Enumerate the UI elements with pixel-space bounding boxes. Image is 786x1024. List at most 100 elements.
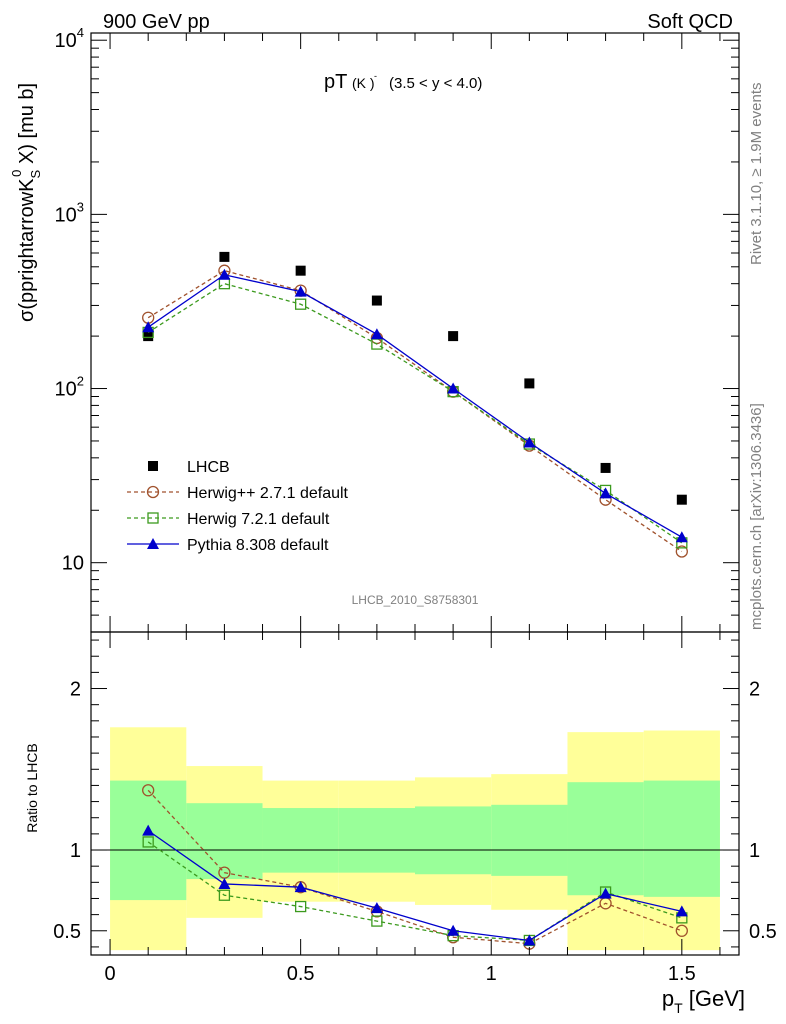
band-inner-bin	[643, 780, 720, 897]
mcplots-label: mcplots.cern.ch [arXiv:1306.3436]	[748, 403, 765, 630]
ratio-line	[147, 841, 683, 942]
data-point	[294, 285, 307, 297]
ratio-line	[147, 789, 683, 945]
series-line	[147, 269, 683, 553]
xlabel-unit: [GeV]	[683, 986, 745, 1011]
series-lhcb	[143, 251, 687, 505]
xlabel-sub: T	[674, 1000, 683, 1016]
band-inner-bin	[415, 806, 492, 875]
data-point	[142, 321, 155, 333]
data-point	[294, 298, 307, 310]
ratio-plot	[142, 784, 688, 950]
xaxis-label: pT [GeV]	[662, 986, 745, 1016]
data-point	[218, 889, 231, 901]
ratio-y-tick-label-left: 2	[70, 679, 81, 701]
analysis-watermark: LHCB_2010_S8758301	[352, 593, 479, 607]
series-line	[147, 274, 683, 538]
data-point	[447, 382, 460, 394]
series-line	[147, 282, 683, 544]
legend-label: LHCB	[187, 459, 230, 476]
band-inner-bin	[338, 808, 415, 873]
data-point	[218, 877, 231, 889]
ylabel-sup: 0	[9, 170, 24, 177]
data-point	[523, 934, 536, 946]
header-left: 900 GeV pp	[103, 11, 210, 33]
band-inner-bin	[110, 780, 187, 901]
data-point	[219, 251, 230, 262]
main-plot	[142, 251, 688, 558]
main-y-tick-label: 10	[62, 553, 84, 575]
data-point	[675, 905, 688, 917]
header-right: Soft QCD	[647, 11, 733, 33]
title-particle: (K )	[352, 75, 375, 91]
data-point	[371, 295, 382, 306]
ylabel-pre: σ(pprightarrowK	[16, 178, 38, 322]
title-range: (3.5 < y < 4.0)	[389, 75, 482, 92]
data-point	[142, 836, 154, 848]
data-point	[448, 331, 459, 342]
data-point	[370, 902, 383, 914]
rivet-version-label: Rivet 3.1.10, ≥ 1.9M events	[748, 83, 765, 266]
ratio-series-pythia	[142, 824, 688, 946]
ratio-y-tick-label-right: 2	[749, 679, 760, 701]
legend: LHCB Herwig++ 2.7.1 default Herwig 7.2.1 d…	[127, 459, 349, 554]
x-tick-label: 1	[486, 963, 497, 985]
data-point	[675, 545, 688, 558]
data-point	[675, 531, 688, 543]
ratio-line	[147, 830, 682, 942]
legend-item: Herwig++ 2.7.1 default	[127, 485, 349, 502]
data-point	[675, 924, 688, 937]
main-plot-title: pT (K ) - (3.5 < y < 4.0)	[324, 71, 482, 93]
data-point	[142, 824, 155, 836]
main-y-tick-label: 103	[55, 199, 84, 226]
title-main: pT	[324, 71, 347, 93]
data-point	[148, 461, 158, 471]
title-particle-minus: -	[374, 71, 377, 81]
data-point	[143, 331, 154, 342]
data-point	[146, 485, 160, 499]
legend-label: Herwig++ 2.7.1 default	[187, 485, 349, 502]
ratio-y-tick-label-left: 0.5	[53, 921, 81, 943]
data-point	[294, 900, 307, 913]
ratio-y-tick-label-left: 1	[70, 840, 81, 862]
ratio-ylabel: Ratio to LHCB	[24, 743, 40, 832]
svg-text:σ(pprightarrowKS0 X) [mu b]: σ(pprightarrowKS0 X) [mu b]	[9, 83, 43, 322]
data-point	[371, 915, 383, 927]
x-tick-label: 0	[104, 963, 115, 985]
x-tick-label: 0.5	[287, 963, 315, 985]
data-point	[599, 487, 612, 499]
ratio-uncertainty-bands	[91, 727, 739, 951]
legend-label: Herwig 7.2.1 default	[187, 511, 330, 528]
data-point	[295, 265, 306, 276]
ratio-y-tick-label-right: 1	[749, 840, 760, 862]
legend-item: LHCB	[148, 459, 230, 476]
data-point	[218, 268, 231, 280]
data-point	[447, 924, 460, 936]
main-y-tick-label: 104	[55, 25, 84, 52]
data-point	[142, 784, 155, 797]
ratio-y-tick-label-right: 0.5	[749, 921, 777, 943]
ylabel-sub: S	[28, 169, 43, 178]
main-ylabel: σ(pprightarrowKS0 X) [mu b]	[9, 83, 43, 322]
x-tick-label: 1.5	[668, 963, 696, 985]
data-point	[599, 887, 612, 899]
data-point	[600, 462, 611, 473]
band-inner-bin	[491, 804, 568, 876]
data-point	[676, 494, 687, 505]
series-pythia	[142, 268, 688, 543]
band-inner-bin	[567, 782, 644, 896]
data-point	[370, 328, 383, 340]
legend-item: Herwig 7.2.1 default	[127, 511, 330, 528]
axes: 10 102 103 104 0 0.5 1 1.5 0.5 0.5 1 1 2 2	[53, 25, 777, 985]
xlabel-p: p	[662, 986, 674, 1011]
legend-item: Pythia 8.308 default	[127, 537, 329, 554]
data-point	[147, 512, 159, 524]
legend-label: Pythia 8.308 default	[187, 537, 329, 554]
main-y-tick-label: 102	[55, 374, 84, 401]
series-herwig	[142, 278, 688, 549]
band-inner-bin	[262, 808, 339, 873]
data-point	[523, 436, 536, 448]
data-point	[524, 378, 535, 389]
data-point	[147, 538, 159, 549]
